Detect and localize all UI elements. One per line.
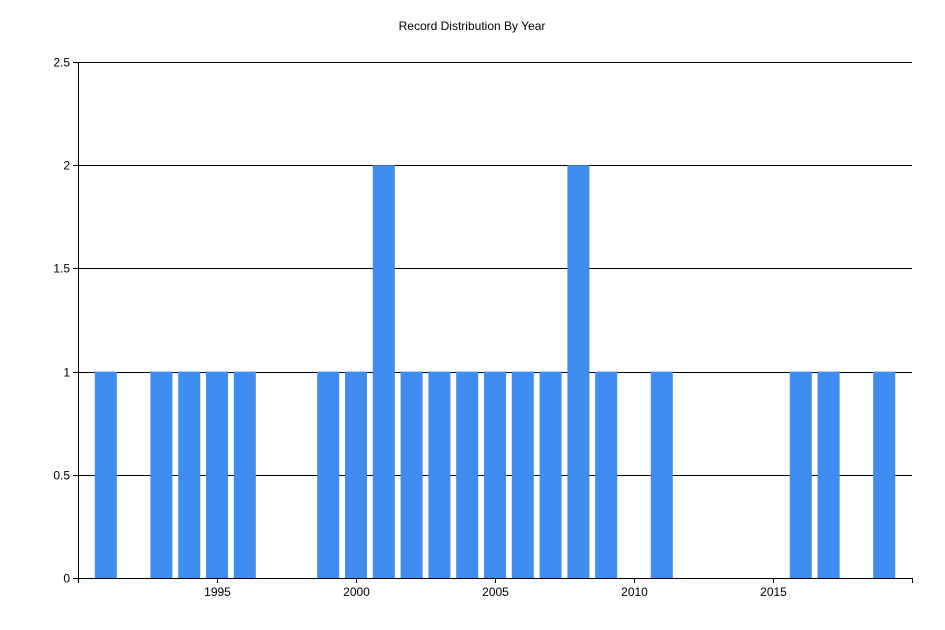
bar-2001 bbox=[372, 165, 395, 578]
axes bbox=[73, 62, 913, 583]
x-tick-label-2015: 2015 bbox=[760, 585, 787, 599]
chart-title: Record Distribution By Year bbox=[399, 19, 546, 33]
bar-1991 bbox=[94, 371, 117, 578]
bar-2000 bbox=[345, 371, 367, 578]
y-tick-label-3: 1.5 bbox=[53, 262, 70, 276]
bar-1994 bbox=[178, 371, 201, 578]
x-tick-label-1995: 1995 bbox=[204, 585, 231, 599]
bar-1999 bbox=[317, 371, 340, 578]
bar-2005 bbox=[484, 371, 506, 578]
bar-2019 bbox=[873, 371, 896, 578]
y-tick-label-1: 0.5 bbox=[53, 469, 70, 483]
bar-1993 bbox=[150, 371, 173, 578]
bar-2003 bbox=[428, 371, 451, 578]
y-tick-labels: 0 0.5 1 1.5 2 2.5 bbox=[53, 56, 70, 586]
y-tick-label-4: 2 bbox=[63, 159, 70, 173]
bar-2011 bbox=[650, 371, 673, 578]
x-tick-labels: 1995 2000 2005 2010 2015 bbox=[204, 585, 787, 599]
bar-2017 bbox=[817, 371, 840, 578]
bar-2006 bbox=[511, 371, 534, 578]
bar-1995 bbox=[206, 371, 228, 578]
bar-2002 bbox=[400, 371, 423, 578]
bars bbox=[94, 165, 896, 578]
bar-2016 bbox=[789, 371, 812, 578]
x-tick-label-2000: 2000 bbox=[343, 585, 370, 599]
x-tick-label-2005: 2005 bbox=[482, 585, 509, 599]
bar-2004 bbox=[456, 371, 479, 578]
y-tick-label-5: 2.5 bbox=[53, 56, 70, 70]
bar-2008 bbox=[567, 165, 590, 578]
bar-2009 bbox=[595, 371, 618, 578]
x-tick-label-2010: 2010 bbox=[621, 585, 648, 599]
bar-2007 bbox=[539, 371, 562, 578]
bar-1996 bbox=[233, 371, 256, 578]
y-tick-label-0: 0 bbox=[63, 572, 70, 586]
y-tick-label-2: 1 bbox=[63, 366, 70, 380]
